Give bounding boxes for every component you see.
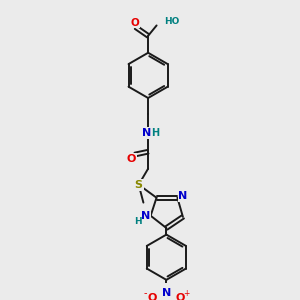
Text: O: O bbox=[148, 293, 157, 300]
Text: O: O bbox=[176, 293, 185, 300]
Text: O: O bbox=[127, 154, 136, 164]
Text: -: - bbox=[144, 288, 147, 298]
Text: O: O bbox=[130, 18, 139, 28]
Text: H: H bbox=[134, 217, 141, 226]
Text: N: N bbox=[141, 211, 151, 221]
Text: H: H bbox=[151, 128, 159, 138]
Text: N: N bbox=[162, 288, 171, 298]
Text: HO: HO bbox=[164, 17, 179, 26]
Text: N: N bbox=[178, 191, 188, 201]
Text: +: + bbox=[183, 289, 189, 298]
Text: S: S bbox=[135, 180, 143, 190]
Text: N: N bbox=[142, 128, 151, 138]
